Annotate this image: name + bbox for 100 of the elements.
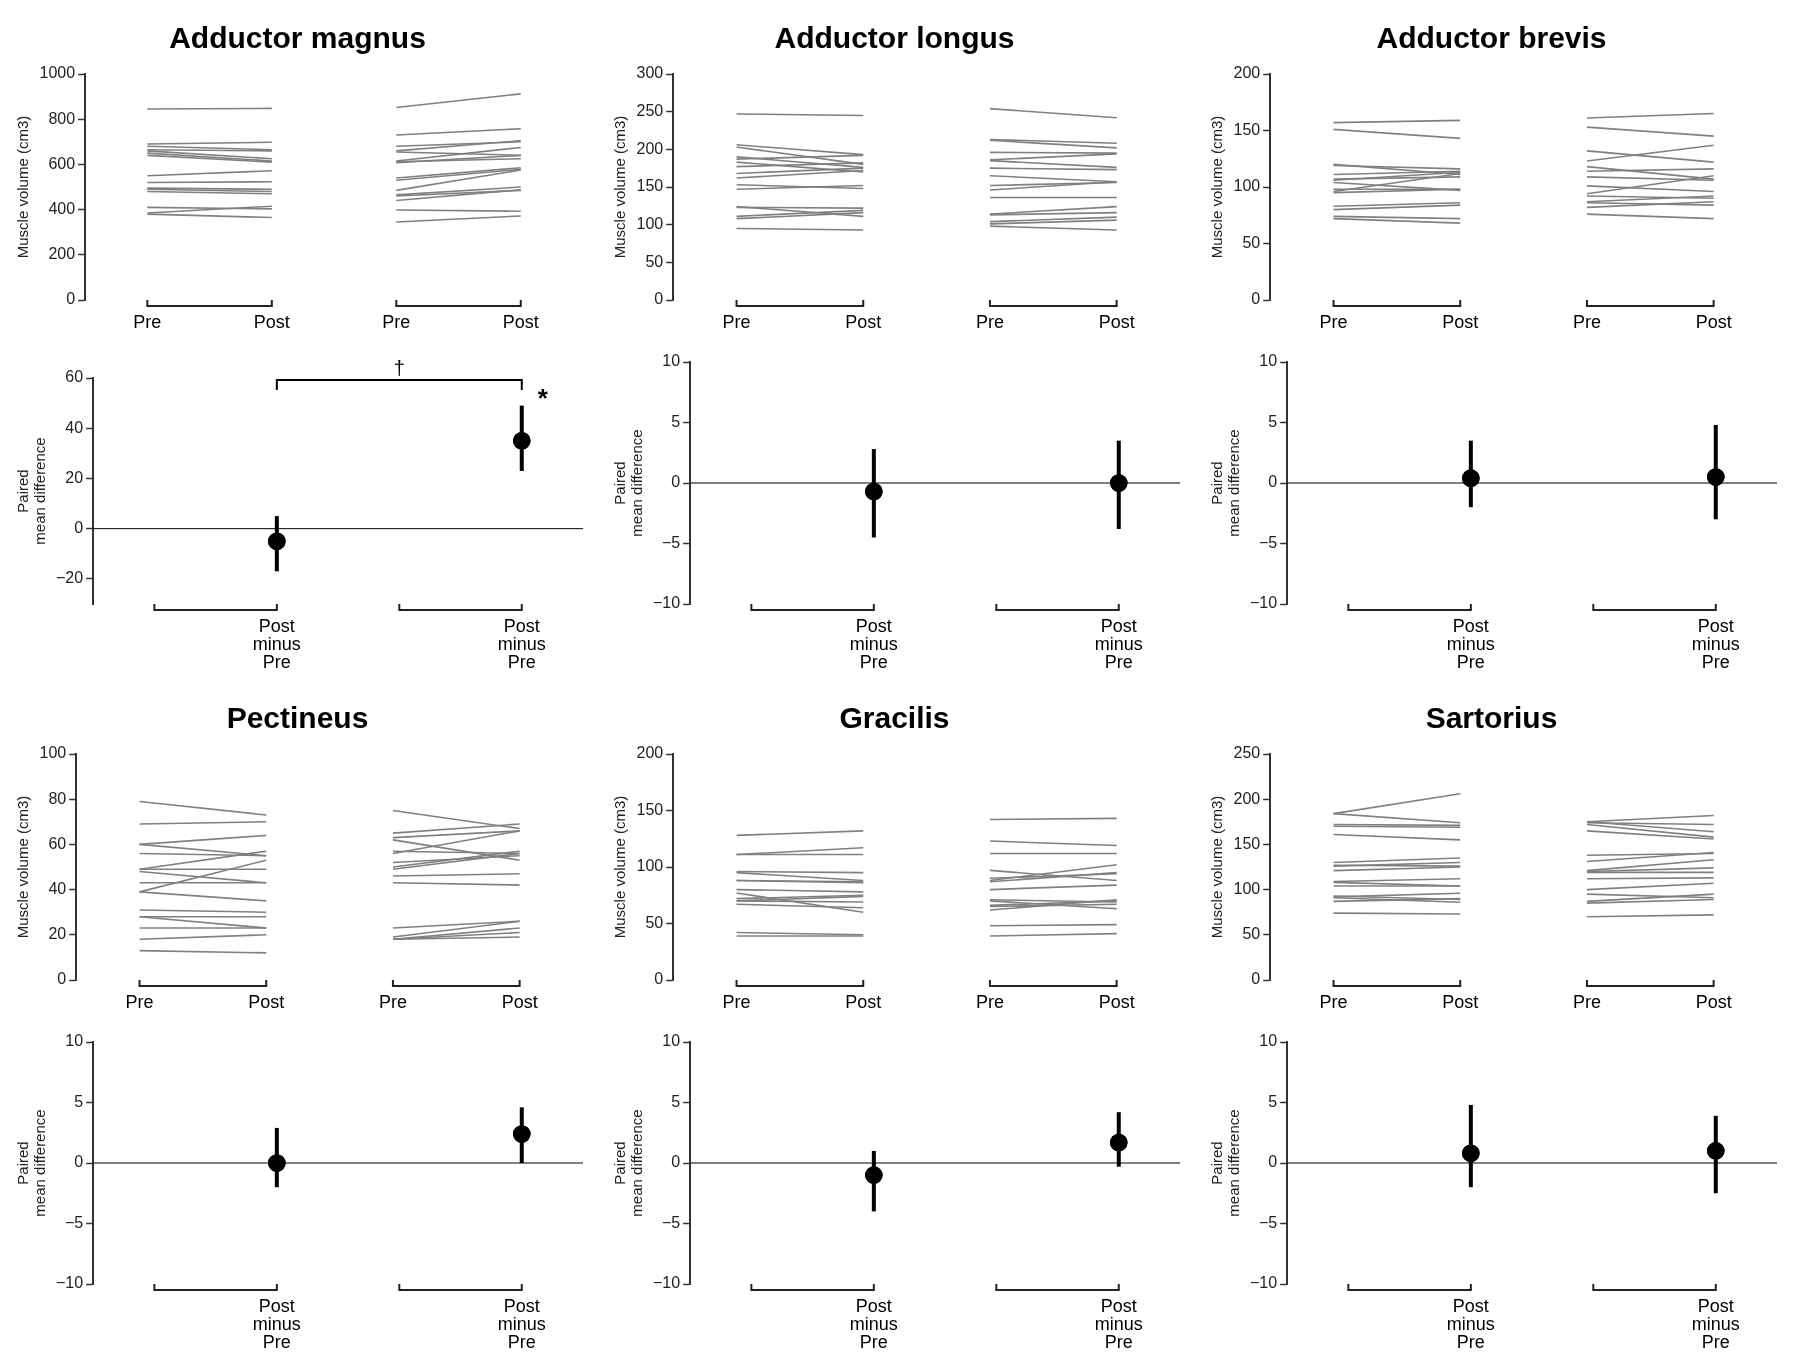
y-tick-label: 20 xyxy=(65,468,84,486)
y-tick-label: 0 xyxy=(654,970,664,988)
y-axis-title: Paired mean difference xyxy=(14,437,48,545)
y-tick-label: 150 xyxy=(636,177,664,195)
y-tick-label: 40 xyxy=(48,880,67,898)
y-axis-title: Muscle volume (cm3) xyxy=(611,795,629,939)
chart-title: Gracilis xyxy=(839,701,950,735)
y-tick-label: 50 xyxy=(645,252,664,270)
x-tick-label: Post minus Pre xyxy=(1691,615,1740,672)
y-tick-label: 10 xyxy=(662,352,681,370)
x-tick-label: Post xyxy=(1442,991,1479,1012)
y-tick-label: −5 xyxy=(64,1213,84,1231)
y-tick-label: 10 xyxy=(65,1032,84,1050)
y-axis-title: Paired mean difference xyxy=(611,1109,645,1217)
y-tick-label: 5 xyxy=(671,1092,681,1110)
x-tick-label: Post xyxy=(1098,991,1135,1012)
y-tick-label: 1000 xyxy=(39,64,76,82)
y-tick-label: 200 xyxy=(636,139,664,157)
x-tick-label: Post minus Pre xyxy=(849,615,898,672)
y-tick-label: −5 xyxy=(1258,1213,1278,1231)
y-tick-label: 250 xyxy=(1233,744,1261,762)
y-tick-label: 0 xyxy=(66,290,76,308)
y-tick-label: −20 xyxy=(56,569,84,587)
y-tick-label: 200 xyxy=(48,245,76,263)
y-tick-label: 400 xyxy=(48,200,76,218)
x-tick-label: Pre xyxy=(125,991,154,1012)
y-tick-label: 300 xyxy=(636,64,664,82)
chart-title: Adductor brevis xyxy=(1376,21,1607,55)
x-tick-label: Post minus Pre xyxy=(1446,1295,1495,1352)
y-tick-label: 150 xyxy=(1233,834,1261,852)
y-tick-label: −5 xyxy=(661,533,681,551)
y-tick-label: 10 xyxy=(1259,352,1278,370)
x-tick-label: Pre xyxy=(1572,991,1601,1012)
y-tick-label: 100 xyxy=(636,215,664,233)
y-tick-label: −5 xyxy=(1258,533,1278,551)
y-tick-label: 0 xyxy=(671,473,681,491)
y-tick-label: 50 xyxy=(1242,925,1261,943)
y-tick-label: 80 xyxy=(48,789,67,807)
y-tick-label: −5 xyxy=(661,1213,681,1231)
y-tick-label: 0 xyxy=(1251,970,1261,988)
x-tick-label: Post minus Pre xyxy=(497,1295,546,1352)
y-tick-label: 250 xyxy=(636,102,664,120)
y-tick-label: −10 xyxy=(653,594,681,612)
x-tick-label: Post xyxy=(501,991,538,1012)
y-tick-label: 60 xyxy=(65,368,84,386)
annotation: * xyxy=(537,382,549,413)
x-tick-label: Post minus Pre xyxy=(1691,1295,1740,1352)
y-tick-label: 40 xyxy=(65,418,84,436)
x-tick-label: Post xyxy=(1442,311,1479,332)
x-tick-label: Post xyxy=(1098,311,1135,332)
x-tick-label: Pre xyxy=(1319,311,1348,332)
y-axis-title: Muscle volume (cm3) xyxy=(1208,795,1226,939)
y-tick-label: 100 xyxy=(636,857,664,875)
y-axis-title: Paired mean difference xyxy=(1208,1109,1242,1217)
y-tick-label: 50 xyxy=(645,913,664,931)
x-tick-label: Post minus Pre xyxy=(849,1295,898,1352)
y-tick-label: 0 xyxy=(1268,473,1278,491)
y-tick-label: 800 xyxy=(48,109,76,127)
y-tick-label: −10 xyxy=(1250,594,1278,612)
x-tick-label: Post xyxy=(248,991,285,1012)
y-tick-label: 10 xyxy=(1259,1032,1278,1050)
y-axis-title: Muscle volume (cm3) xyxy=(611,115,629,259)
y-tick-label: −10 xyxy=(56,1274,84,1292)
y-tick-label: −10 xyxy=(1250,1274,1278,1292)
chart-title: Adductor magnus xyxy=(169,21,426,55)
y-axis-title: Muscle volume (cm3) xyxy=(1208,115,1226,259)
chart-title: Sartorius xyxy=(1425,701,1558,735)
y-tick-label: 60 xyxy=(48,834,67,852)
y-axis-title: Paired mean difference xyxy=(611,429,645,537)
y-tick-label: 0 xyxy=(671,1153,681,1171)
y-tick-label: 5 xyxy=(1268,1092,1278,1110)
y-tick-label: 0 xyxy=(1251,290,1261,308)
y-axis-title: Muscle volume (cm3) xyxy=(14,115,32,259)
y-axis-title: Muscle volume (cm3) xyxy=(14,795,32,939)
x-tick-label: Pre xyxy=(1572,311,1601,332)
y-tick-label: 150 xyxy=(636,800,664,818)
x-tick-label: Pre xyxy=(382,311,411,332)
x-tick-label: Pre xyxy=(722,991,751,1012)
y-tick-label: 10 xyxy=(662,1032,681,1050)
y-tick-label: 600 xyxy=(48,154,76,172)
y-tick-label: 0 xyxy=(654,290,664,308)
y-tick-label: 20 xyxy=(48,925,67,943)
x-tick-label: Pre xyxy=(133,311,162,332)
x-tick-label: Post xyxy=(845,991,882,1012)
x-tick-label: Post xyxy=(1695,311,1732,332)
y-tick-label: 200 xyxy=(1233,789,1261,807)
y-tick-label: 0 xyxy=(57,970,67,988)
x-tick-label: Post xyxy=(1695,991,1732,1012)
x-tick-label: Post minus Pre xyxy=(1094,615,1143,672)
x-tick-label: Post xyxy=(253,311,290,332)
x-tick-label: Pre xyxy=(722,311,751,332)
y-tick-label: 0 xyxy=(74,1153,84,1171)
annotation: † xyxy=(393,356,405,379)
y-tick-label: 0 xyxy=(74,519,84,537)
y-tick-label: 50 xyxy=(1242,233,1261,251)
y-tick-label: 200 xyxy=(636,744,664,762)
x-tick-label: Post minus Pre xyxy=(497,615,546,672)
x-tick-label: Post xyxy=(502,311,539,332)
y-tick-label: 5 xyxy=(74,1092,84,1110)
x-tick-label: Pre xyxy=(1319,991,1348,1012)
